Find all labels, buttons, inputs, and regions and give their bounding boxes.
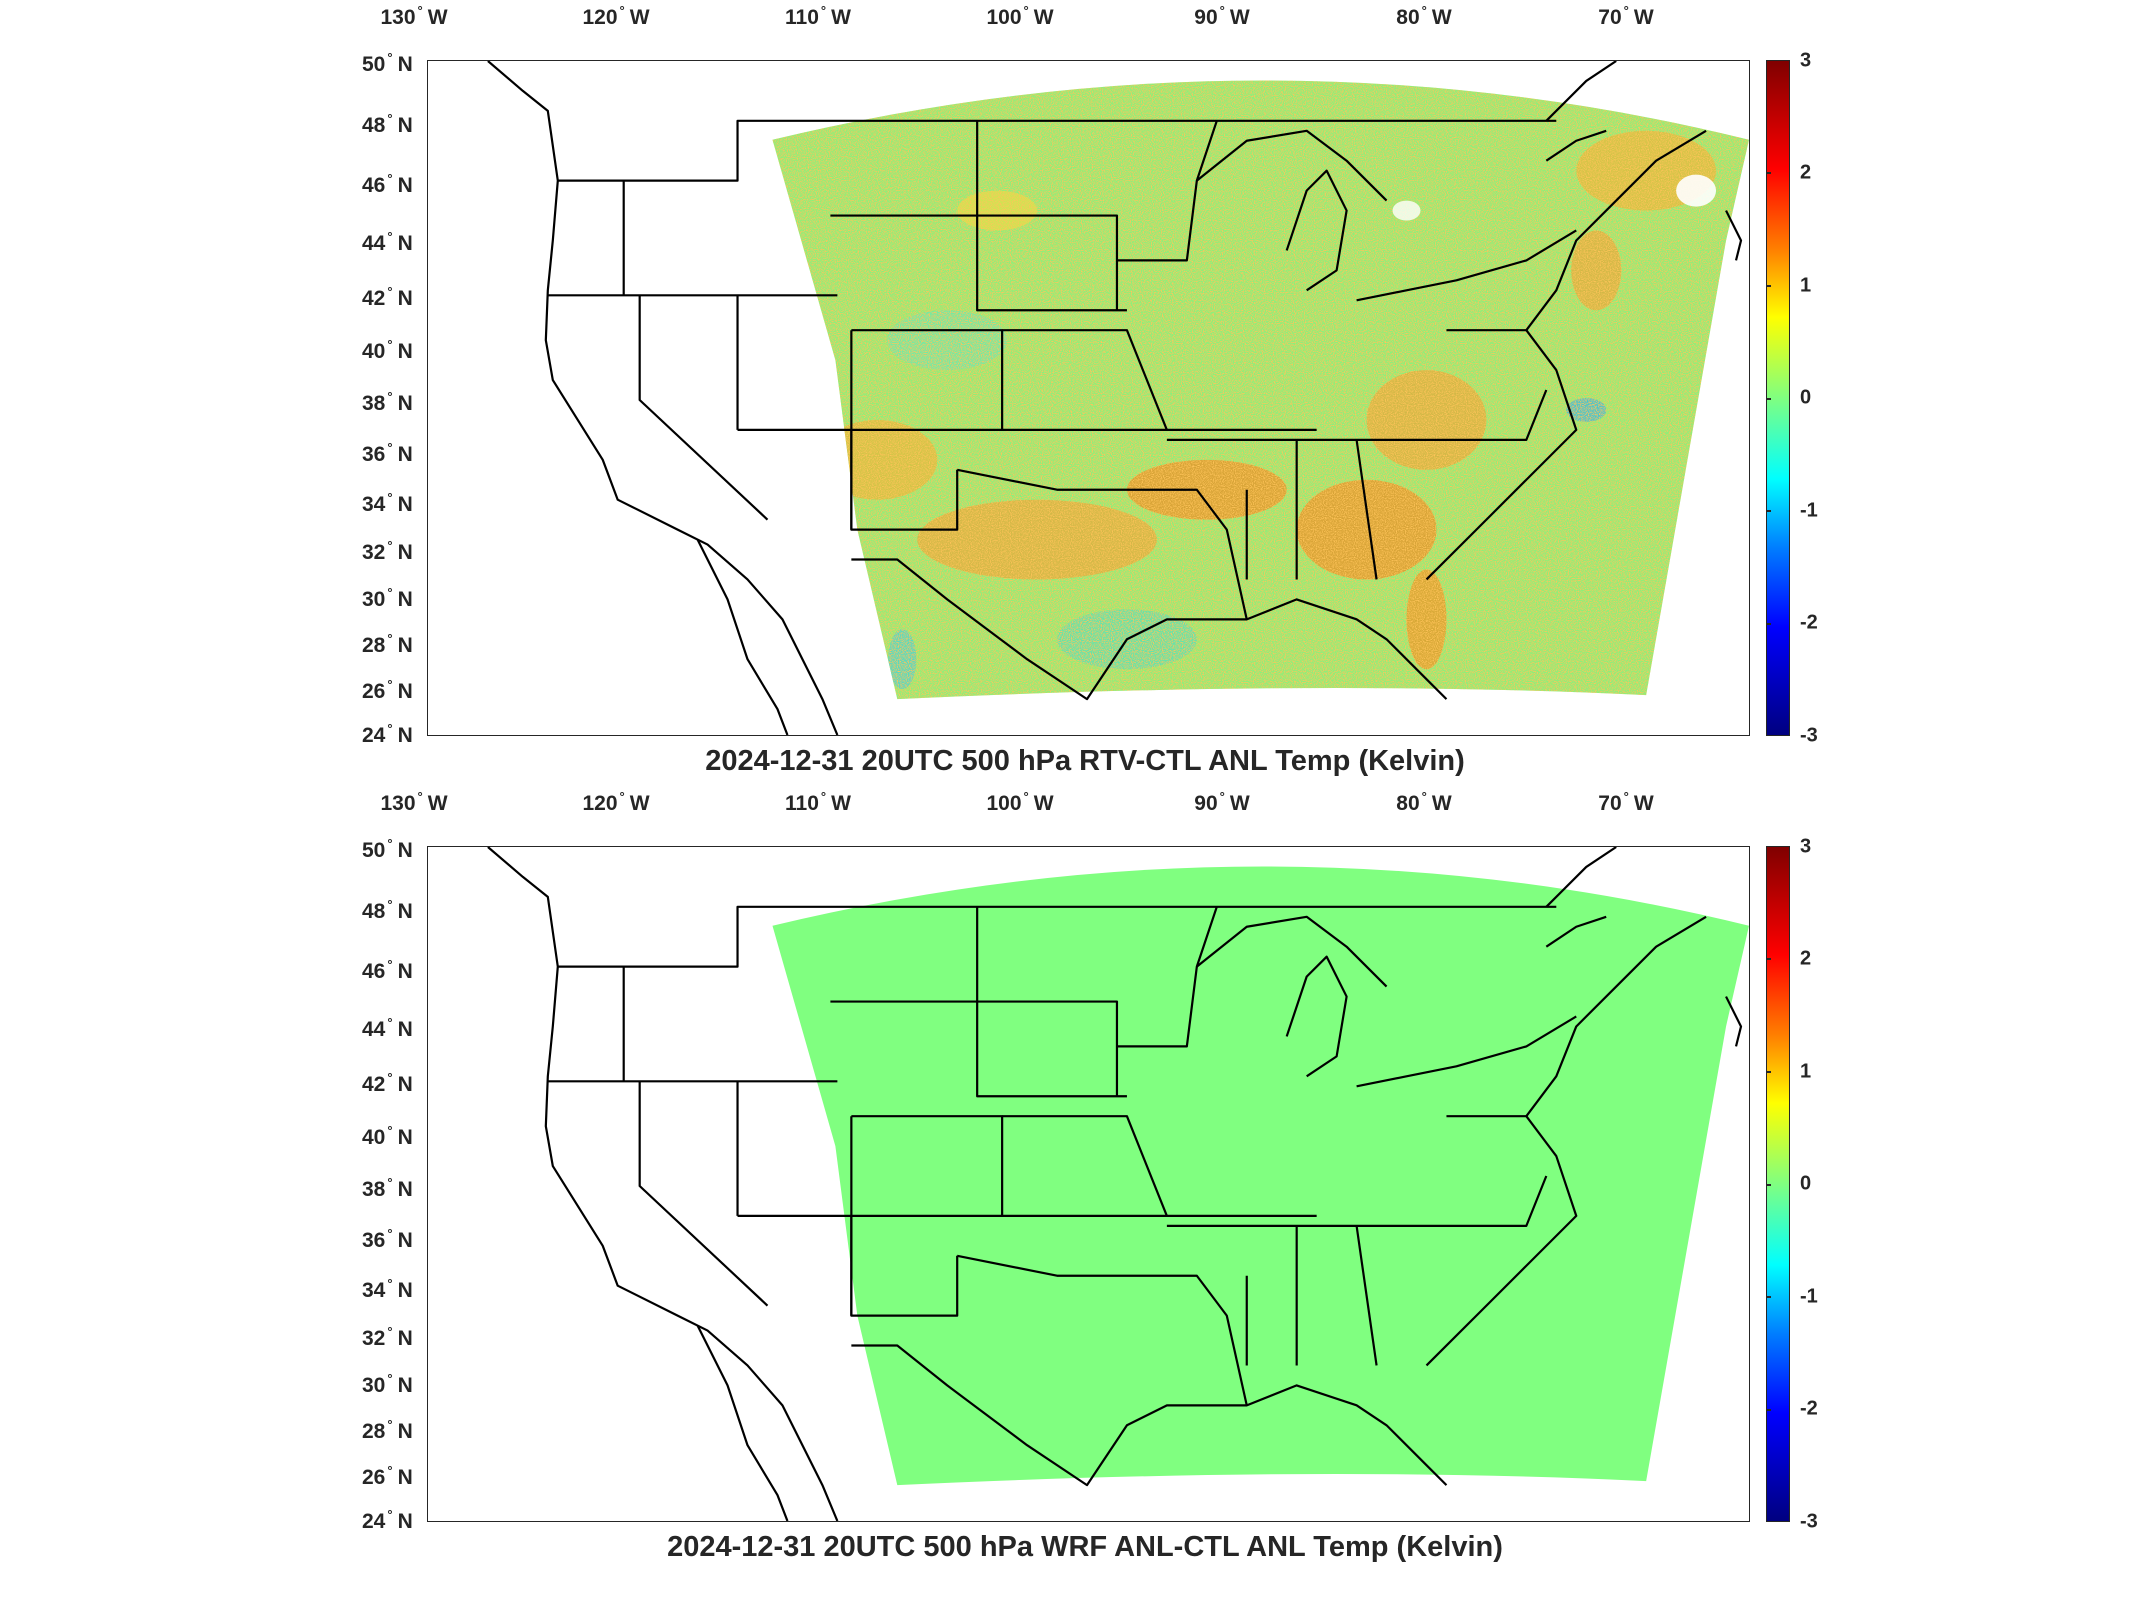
map-area-wrf-anl-ctl bbox=[427, 846, 1750, 1522]
panel-title: 2024-12-31 20UTC 500 hPa RTV-CTL ANL Tem… bbox=[705, 745, 1465, 777]
map-panel-wrf-anl-ctl: 130 ° W 120 ° W 110 ° W 100 ° W 90 ° W 80 ° W 70 ° W 5… bbox=[0, 786, 2133, 1586]
lon-label-110w: 110 ° W bbox=[785, 789, 851, 815]
lat-label-50n: 50 ° N bbox=[362, 836, 413, 862]
colorbar-tick: -3 bbox=[1800, 724, 1818, 747]
lat-label-32n: 32 ° N bbox=[362, 538, 413, 564]
lat-label-44n: 44 ° N bbox=[362, 1015, 413, 1041]
colorbar-tick: 3 bbox=[1800, 49, 1812, 72]
coastlines-and-borders bbox=[487, 61, 1743, 735]
colorbar-tick: -2 bbox=[1800, 1397, 1818, 1420]
lon-label-70w: 70 ° W bbox=[1598, 3, 1654, 29]
lat-label-50n: 50 ° N bbox=[362, 50, 413, 76]
colorbar-tick: -2 bbox=[1800, 611, 1818, 634]
lat-label-24n: 24 ° N bbox=[362, 721, 413, 747]
lat-label-30n: 30 ° N bbox=[362, 585, 413, 611]
lat-label-46n: 46 ° N bbox=[362, 957, 413, 983]
lon-label-130w: 130 ° W bbox=[380, 3, 448, 29]
colorbar-tick: 3 bbox=[1800, 835, 1812, 858]
lon-label-110w: 110 ° W bbox=[785, 3, 851, 29]
colorbar-tick: 2 bbox=[1800, 161, 1812, 184]
map-area-rtv-ctl bbox=[427, 60, 1750, 736]
lat-label-30n: 30 ° N bbox=[362, 1371, 413, 1397]
map-canvas bbox=[487, 61, 1749, 735]
lat-label-28n: 28 ° N bbox=[362, 631, 413, 657]
colorbar-tick: 0 bbox=[1800, 386, 1812, 409]
lat-label-24n: 24 ° N bbox=[362, 1507, 413, 1533]
lat-label-48n: 48 ° N bbox=[362, 897, 413, 923]
lon-label-80w: 80 ° W bbox=[1396, 3, 1452, 29]
lat-label-40n: 40 ° N bbox=[362, 1123, 413, 1149]
lon-label-90w: 90 ° W bbox=[1194, 789, 1250, 815]
lat-label-48n: 48 ° N bbox=[362, 111, 413, 137]
lat-label-26n: 26 ° N bbox=[362, 677, 413, 703]
colorbar-tick: -1 bbox=[1800, 499, 1818, 522]
colorbar-tick: -3 bbox=[1800, 1510, 1818, 1533]
lat-label-38n: 38 ° N bbox=[362, 1175, 413, 1201]
lat-label-38n: 38 ° N bbox=[362, 389, 413, 415]
map-canvas bbox=[487, 847, 1749, 1521]
map-panel-rtv-ctl: 130 ° W 120 ° W 110 ° W 100 ° W 90 ° W 80 ° W 70 ° W 5… bbox=[362, 3, 1818, 777]
lat-label-36n: 36 ° N bbox=[362, 440, 413, 466]
colorbar-tick: 2 bbox=[1800, 947, 1812, 970]
colorbar-tick: -1 bbox=[1800, 1285, 1818, 1308]
lat-label-32n: 32 ° N bbox=[362, 1324, 413, 1350]
lat-label-44n: 44 ° N bbox=[362, 229, 413, 255]
lat-label-40n: 40 ° N bbox=[362, 337, 413, 363]
colorbar-tick: 1 bbox=[1800, 274, 1812, 297]
lat-label-26n: 26 ° N bbox=[362, 1463, 413, 1489]
lon-label-70w: 70 ° W bbox=[1598, 789, 1654, 815]
colorbar-tick: 0 bbox=[1800, 1172, 1812, 1195]
lat-label-36n: 36 ° N bbox=[362, 1226, 413, 1252]
lat-label-34n: 34 ° N bbox=[362, 1276, 413, 1302]
lat-label-28n: 28 ° N bbox=[362, 1417, 413, 1443]
colorbar-tick: 1 bbox=[1800, 1060, 1812, 1083]
domain-field bbox=[772, 866, 1749, 1486]
lat-label-46n: 46 ° N bbox=[362, 171, 413, 197]
lon-label-90w: 90 ° W bbox=[1194, 3, 1250, 29]
lon-label-100w: 100 ° W bbox=[986, 789, 1054, 815]
lon-label-130w: 130 ° W bbox=[380, 789, 448, 815]
coastlines-and-borders bbox=[487, 847, 1743, 1521]
lon-label-120w: 120 ° W bbox=[582, 3, 650, 29]
panel-title: 2024-12-31 20UTC 500 hPa WRF ANL-CTL ANL… bbox=[667, 1531, 1503, 1563]
lat-label-34n: 34 ° N bbox=[362, 490, 413, 516]
lat-label-42n: 42 ° N bbox=[362, 284, 413, 310]
lat-label-42n: 42 ° N bbox=[362, 1070, 413, 1096]
lon-label-120w: 120 ° W bbox=[582, 789, 650, 815]
anomaly-patches bbox=[772, 80, 1749, 700]
lon-label-100w: 100 ° W bbox=[986, 3, 1054, 29]
lon-label-80w: 80 ° W bbox=[1396, 789, 1452, 815]
